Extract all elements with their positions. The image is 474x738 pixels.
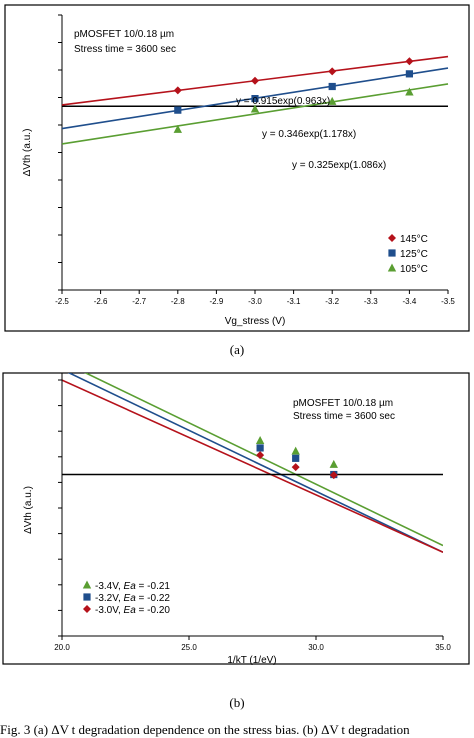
x-tick-label-b: 35.0 [435,643,451,652]
data-point-b [291,463,300,472]
data-point-b [329,471,338,480]
data-point-b [256,451,265,460]
panel-a-label: (a) [229,342,245,357]
data-point-b [256,444,264,452]
data-point-a [250,104,260,113]
data-point-a [328,82,336,91]
chart-a-title: pMOSFET 10/0.18 µm [74,29,174,40]
x-tick-label-a: -3.5 [441,297,455,306]
legend-label-a: 125°C [400,249,428,260]
fit-line-b [83,373,443,547]
data-point-a [405,57,414,66]
x-tick-label-a: -3.1 [287,297,301,306]
x-tick-label-a: -2.7 [132,297,146,306]
chart-b-frame [2,372,470,665]
legend-marker-a [388,234,396,242]
fit-line-b [62,379,443,553]
x-tick-label-a: -3.2 [325,297,339,306]
legend-label-a: 105°C [400,264,428,275]
data-point-b [329,459,338,468]
chart-b-title: pMOSFET 10/0.18 µm [293,398,393,409]
legend-label-b: -3.4V, Ea = -0.21 [95,581,170,592]
x-tick-label-b: 30.0 [308,643,324,652]
legend-marker-a [387,263,397,272]
x-tick-label-a: -3.3 [364,297,378,306]
data-point-a [251,76,259,85]
fit-label-125: y = 0.346exp(1.178x) [262,129,356,140]
legend-label-a: 145°C [400,234,428,245]
legend-label-b: -3.2V, Ea = -0.22 [95,593,170,604]
data-point-a [328,96,337,105]
fit-line-b [67,373,443,553]
x-axis-label-a: Vg_stress (V) [225,316,286,327]
chart-b: 20.0 25.0 30.0 35.0 1/kT (1/eV) ΔVth (a.u.) pM… [2,372,470,666]
fit-label-105: y = 0.325exp(1.086x) [292,160,386,171]
chart-a: -2.5 -2.6 -2.7 -2.8 -2.9 -3.0 -3.1 -3.2 -3.3 -3.4… [4,4,470,332]
data-point-b [292,454,300,462]
data-point-a [173,86,182,95]
panel-b-label: (b) [229,695,245,710]
legend-marker-b [83,605,91,613]
legend-label-b: -3.0V, Ea = -0.20 [95,605,170,616]
x-tick-label-b: 20.0 [54,643,70,652]
data-point-a [405,70,413,78]
x-tick-label-a: -2.8 [171,297,185,306]
figure-caption: Fig. 3 (a) ΔV t degradation dependence o… [0,722,410,737]
chart-b-subtitle: Stress time = 3600 sec [293,411,395,422]
legend-marker-a [388,249,396,257]
x-tick-label-a: -2.5 [55,297,69,306]
fit-label-145: y = 0.915exp(0.963x) [236,96,330,107]
chart-b-plot [62,373,443,553]
x-tick-label-a: -3.0 [248,297,262,306]
data-point-a [173,124,182,133]
data-point-a [174,106,182,114]
x-tick-label-a: -2.6 [94,297,108,306]
chart-a-frame [4,4,470,332]
chart-a-subtitle: Stress time = 3600 sec [74,44,176,55]
data-point-a [328,67,337,76]
data-point-a [405,87,414,96]
fit-line-a [61,83,449,145]
y-axis-label-b: ΔVth (a.u.) [23,486,34,534]
x-axis-label-b: 1/kT (1/eV) [227,655,276,666]
data-point-b [291,446,300,455]
legend-marker-b [82,580,92,589]
x-tick-label-a: -3.4 [403,297,417,306]
x-tick-label-a: -2.9 [210,297,224,306]
y-axis-label-a: ΔVth (a.u.) [22,129,33,177]
x-tick-label-b: 25.0 [181,643,197,652]
data-point-a [251,95,259,103]
data-point-b [255,435,265,444]
legend-marker-b [83,593,91,601]
